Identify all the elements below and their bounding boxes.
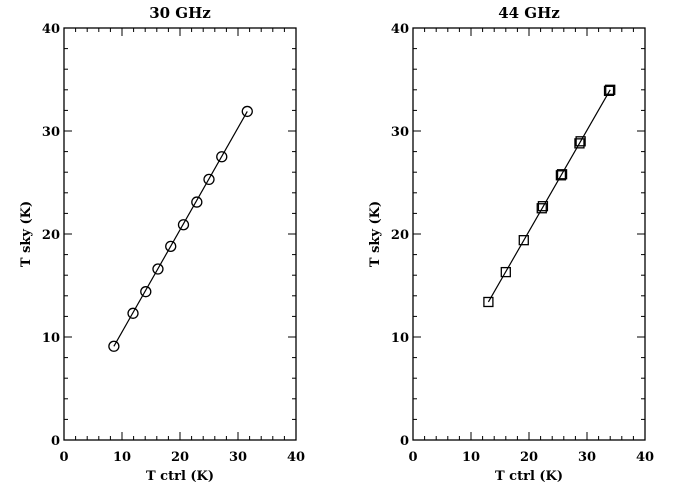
x-tick-label: 10: [462, 450, 480, 465]
data-point-square: [556, 169, 568, 180]
x-tick-label: 0: [408, 450, 417, 465]
data-point-circle: [203, 173, 215, 186]
panel-44ghz: 44 GHz T ctrl (K) T sky (K) 0 10 20 30 4…: [368, 4, 654, 484]
x-axis-label: T ctrl (K): [495, 469, 563, 484]
fit-line: [487, 89, 611, 303]
plot-frame: [63, 27, 297, 441]
data-point-square: [605, 84, 616, 95]
data-point-circle: [140, 286, 152, 298]
y-tick-label: 20: [391, 228, 409, 243]
data-point-circle: [191, 196, 203, 208]
data-point-circle: [177, 219, 190, 231]
data-point-square: [537, 201, 549, 212]
x-tick-label: 40: [287, 450, 305, 465]
x-tick-label: 40: [636, 450, 654, 465]
data-point-square: [555, 170, 567, 181]
y-axis-label: T sky (K): [19, 201, 34, 267]
y-tick-label: 0: [51, 434, 60, 449]
chart-title: 44 GHz: [498, 4, 560, 22]
data-point-square: [500, 266, 511, 278]
x-tick-label: 20: [520, 450, 538, 465]
x-tick-label: 30: [578, 450, 596, 465]
data-point-circle: [165, 240, 177, 253]
chart-title: 30 GHz: [149, 4, 211, 22]
data-point-circle: [216, 151, 228, 163]
data-point-square: [575, 136, 586, 147]
data-point-square: [603, 85, 615, 96]
x-tick-label: 30: [229, 450, 247, 465]
y-axis-label: T sky (K): [368, 201, 383, 267]
y-tick-label: 30: [391, 125, 409, 140]
data-point-circle: [152, 263, 164, 275]
y-tick-label: 10: [42, 331, 60, 346]
data-point-circle: [241, 105, 253, 118]
x-tick-label: 20: [171, 450, 189, 465]
x-tick-label: 0: [59, 450, 68, 465]
y-tick-label: 40: [391, 22, 409, 37]
y-tick-label: 0: [400, 434, 409, 449]
data-point-square: [574, 138, 585, 149]
data-point-circle: [108, 340, 120, 352]
data-point-square: [483, 296, 494, 308]
panel-30ghz: 30 GHz T ctrl (K) T sky (K) 0 10 20 30 4…: [19, 4, 305, 484]
data-point-square: [536, 203, 547, 214]
y-tick-label: 40: [42, 22, 60, 37]
x-axis-label: T ctrl (K): [146, 469, 214, 484]
data-point-circle: [127, 307, 139, 319]
data-point-square: [518, 235, 529, 246]
x-tick-label: 10: [113, 450, 131, 465]
y-tick-label: 30: [42, 125, 60, 140]
y-tick-label: 20: [42, 228, 60, 243]
y-tick-label: 10: [391, 331, 409, 346]
